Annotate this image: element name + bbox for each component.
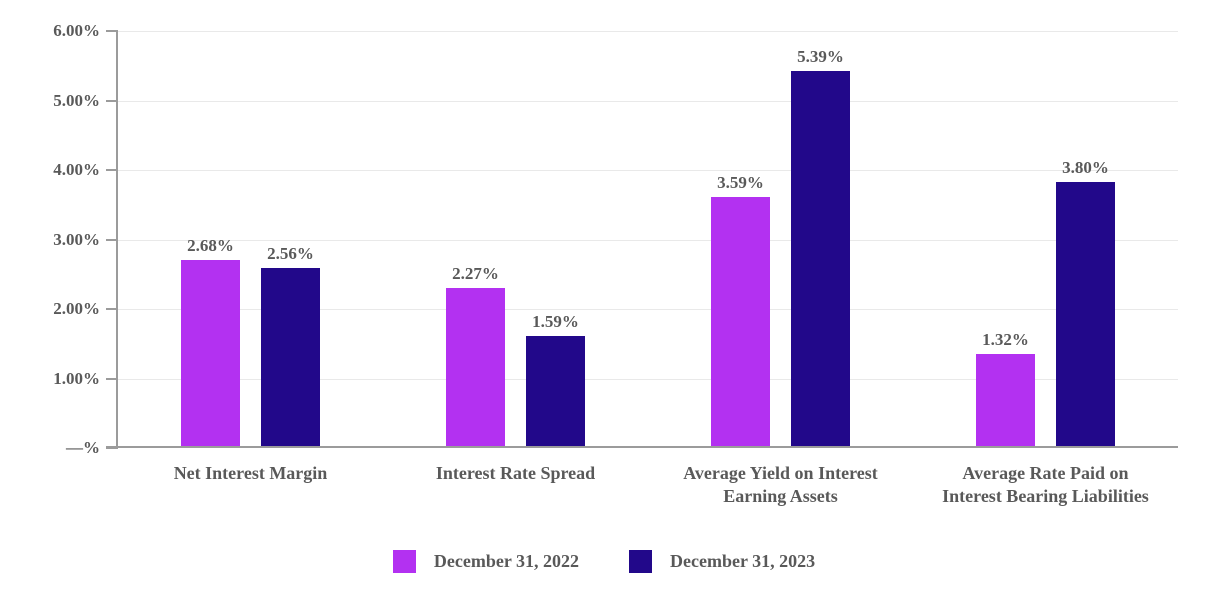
x-axis-line: [106, 446, 1178, 448]
category-label-line: Interest Rate Spread: [435, 463, 596, 483]
bar: [261, 268, 320, 446]
gridline: [118, 239, 1178, 241]
bar-value-label: 1.59%: [532, 311, 579, 331]
gridline: [118, 170, 1178, 171]
y-axis-tick-label: 3.00%: [53, 229, 100, 249]
bar-value-label: 2.68%: [187, 235, 234, 255]
y-axis-tick: [106, 238, 118, 241]
y-axis-tick-label: —%: [66, 438, 100, 457]
bar: [181, 259, 240, 446]
bar-value-label: 2.27%: [452, 264, 499, 284]
category-label-line: Average Rate Paid on: [962, 463, 1129, 483]
category-label: Average Rate Paid on Interest Bearing Lia…: [911, 462, 1181, 508]
y-axis-tick-label: 4.00%: [53, 160, 100, 179]
plot-area: 2.68% 2.56% 2.27% 1.59% 3.59% 5.39% 1.32% 3.80%: [106, 30, 1178, 449]
bar-value-label: 1.32%: [982, 330, 1029, 350]
bar: [791, 71, 850, 446]
y-axis-tick-label: 5.00%: [53, 90, 100, 110]
gridline: [118, 309, 1178, 310]
y-axis-tick: [106, 169, 118, 171]
category-label: Interest Rate Spread: [381, 462, 651, 485]
category-label-line: Net Interest Margin: [173, 463, 328, 483]
legend-swatch-2023: [629, 550, 652, 573]
gridline: [118, 100, 1178, 102]
legend-label-2022: December 31, 2022: [433, 551, 579, 571]
y-axis-tick-label: 2.00%: [53, 299, 100, 318]
legend-label-2023: December 31, 2023: [670, 551, 816, 571]
bar-value-label: 3.59%: [717, 172, 764, 192]
y-axis-tick: [106, 308, 118, 310]
bar: [976, 354, 1035, 446]
gridline: [118, 31, 1178, 32]
bar-value-label: 3.80%: [1062, 157, 1109, 177]
bar: [1056, 181, 1115, 446]
category-label-line: Earning Assets: [723, 486, 838, 507]
bar-value-label: 5.39%: [797, 47, 844, 67]
bar: [446, 288, 505, 446]
y-axis-tick-label: 6.00%: [53, 21, 100, 40]
bar-value-label: 2.56%: [267, 244, 314, 264]
y-axis-tick-label: 1.00%: [53, 368, 100, 388]
y-axis-tick: [106, 99, 118, 102]
bar: [526, 335, 585, 446]
legend: December 31, 2022 December 31, 2023: [0, 550, 1208, 573]
y-axis-tick: [106, 447, 118, 449]
legend-item: December 31, 2023: [629, 550, 815, 573]
bar: [711, 196, 770, 446]
gridline: [118, 378, 1178, 380]
legend-swatch-2022: [392, 550, 416, 573]
category-label: Net Interest Margin: [116, 462, 386, 485]
y-axis-tick: [106, 377, 118, 380]
category-label-line: Average Yield on Interest: [683, 463, 878, 483]
y-axis-tick: [106, 30, 118, 32]
category-label: Average Yield on Interest Earning Assets: [646, 462, 916, 508]
legend-item: December 31, 2022: [392, 550, 579, 573]
category-label-line: Interest Bearing Liabilities: [942, 486, 1149, 507]
